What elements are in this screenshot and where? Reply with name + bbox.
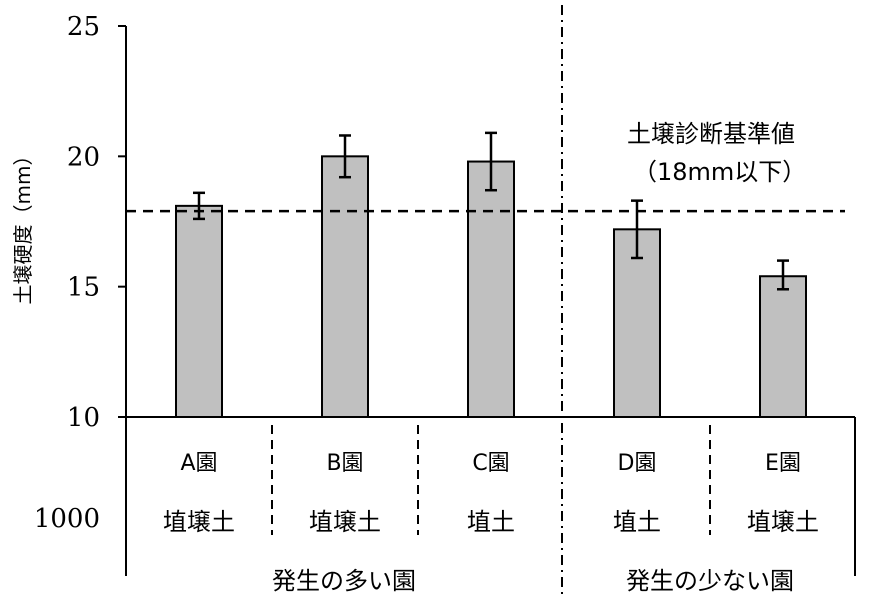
category-label: B園: [326, 451, 363, 476]
y-tick-label: 25: [67, 12, 100, 42]
soil-type-label: 埴壌土: [163, 508, 235, 536]
bar: [467, 160, 515, 418]
soil-type-label: 埴壌土: [309, 508, 381, 536]
bar: [613, 228, 661, 418]
reference-label-line2: （18mm以下）: [633, 158, 806, 186]
category-label: E園: [765, 451, 801, 476]
category-label: A園: [180, 451, 217, 476]
y-axis-ticks: 10 15 20 25: [67, 12, 126, 433]
y-axis-label: 土壌硬度（mm）: [11, 146, 35, 305]
reference-label-line1: 土壌診断基準値: [627, 120, 795, 148]
y-tick-label: 10: [67, 403, 100, 433]
bar: [759, 275, 807, 418]
soil-type-label: 埴土: [613, 508, 661, 536]
category-label: D園: [618, 451, 657, 476]
category-label: C園: [472, 451, 509, 476]
y-tick-label: 20: [67, 142, 100, 172]
bar: [175, 204, 223, 418]
extra-left-label: 1000: [34, 504, 100, 534]
y-tick-label: 15: [67, 273, 100, 303]
soil-type-label: 埴壌土: [747, 508, 819, 536]
group-label-few: 発生の少ない園: [626, 567, 794, 595]
group-label-many: 発生の多い園: [272, 567, 416, 595]
bar: [321, 155, 369, 418]
bars-group: [175, 131, 807, 418]
soil-type-label: 埴土: [467, 508, 515, 536]
